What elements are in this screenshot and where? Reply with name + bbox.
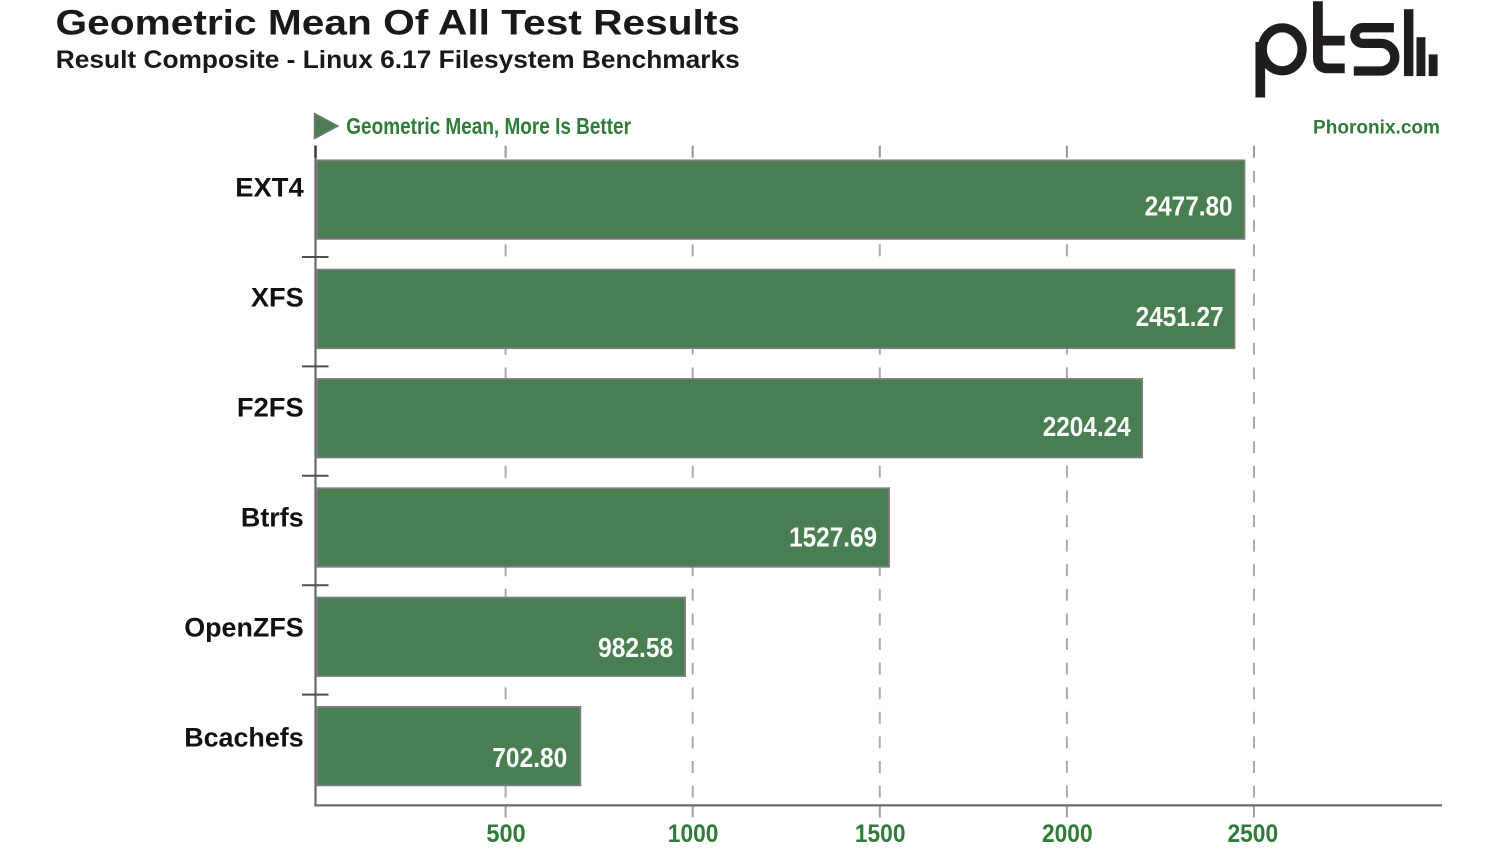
svg-text:OpenZFS: OpenZFS xyxy=(184,612,304,642)
svg-text:702.80: 702.80 xyxy=(492,742,567,773)
svg-text:1500: 1500 xyxy=(855,820,906,848)
svg-text:F2FS: F2FS xyxy=(237,392,304,422)
svg-text:1527.69: 1527.69 xyxy=(789,522,877,553)
svg-text:Geometric Mean, More Is Better: Geometric Mean, More Is Better xyxy=(346,113,631,139)
svg-text:Phoronix.com: Phoronix.com xyxy=(1313,117,1440,138)
svg-text:2000: 2000 xyxy=(1042,820,1093,848)
svg-text:Result Composite - Linux 6.17: Result Composite - Linux 6.17 Filesystem… xyxy=(56,46,740,74)
svg-text:EXT4: EXT4 xyxy=(235,172,303,202)
svg-text:Geometric Mean Of All Test Res: Geometric Mean Of All Test Results xyxy=(56,4,741,43)
svg-text:500: 500 xyxy=(486,820,525,848)
svg-text:Btrfs: Btrfs xyxy=(241,502,304,532)
svg-text:2477.80: 2477.80 xyxy=(1145,191,1233,222)
svg-text:2204.24: 2204.24 xyxy=(1043,411,1131,442)
svg-text:Bcachefs: Bcachefs xyxy=(184,722,304,752)
svg-text:982.58: 982.58 xyxy=(598,632,673,663)
svg-text:XFS: XFS xyxy=(251,282,304,312)
svg-text:1000: 1000 xyxy=(668,820,719,848)
svg-text:2500: 2500 xyxy=(1228,820,1279,848)
svg-text:2451.27: 2451.27 xyxy=(1136,301,1224,332)
